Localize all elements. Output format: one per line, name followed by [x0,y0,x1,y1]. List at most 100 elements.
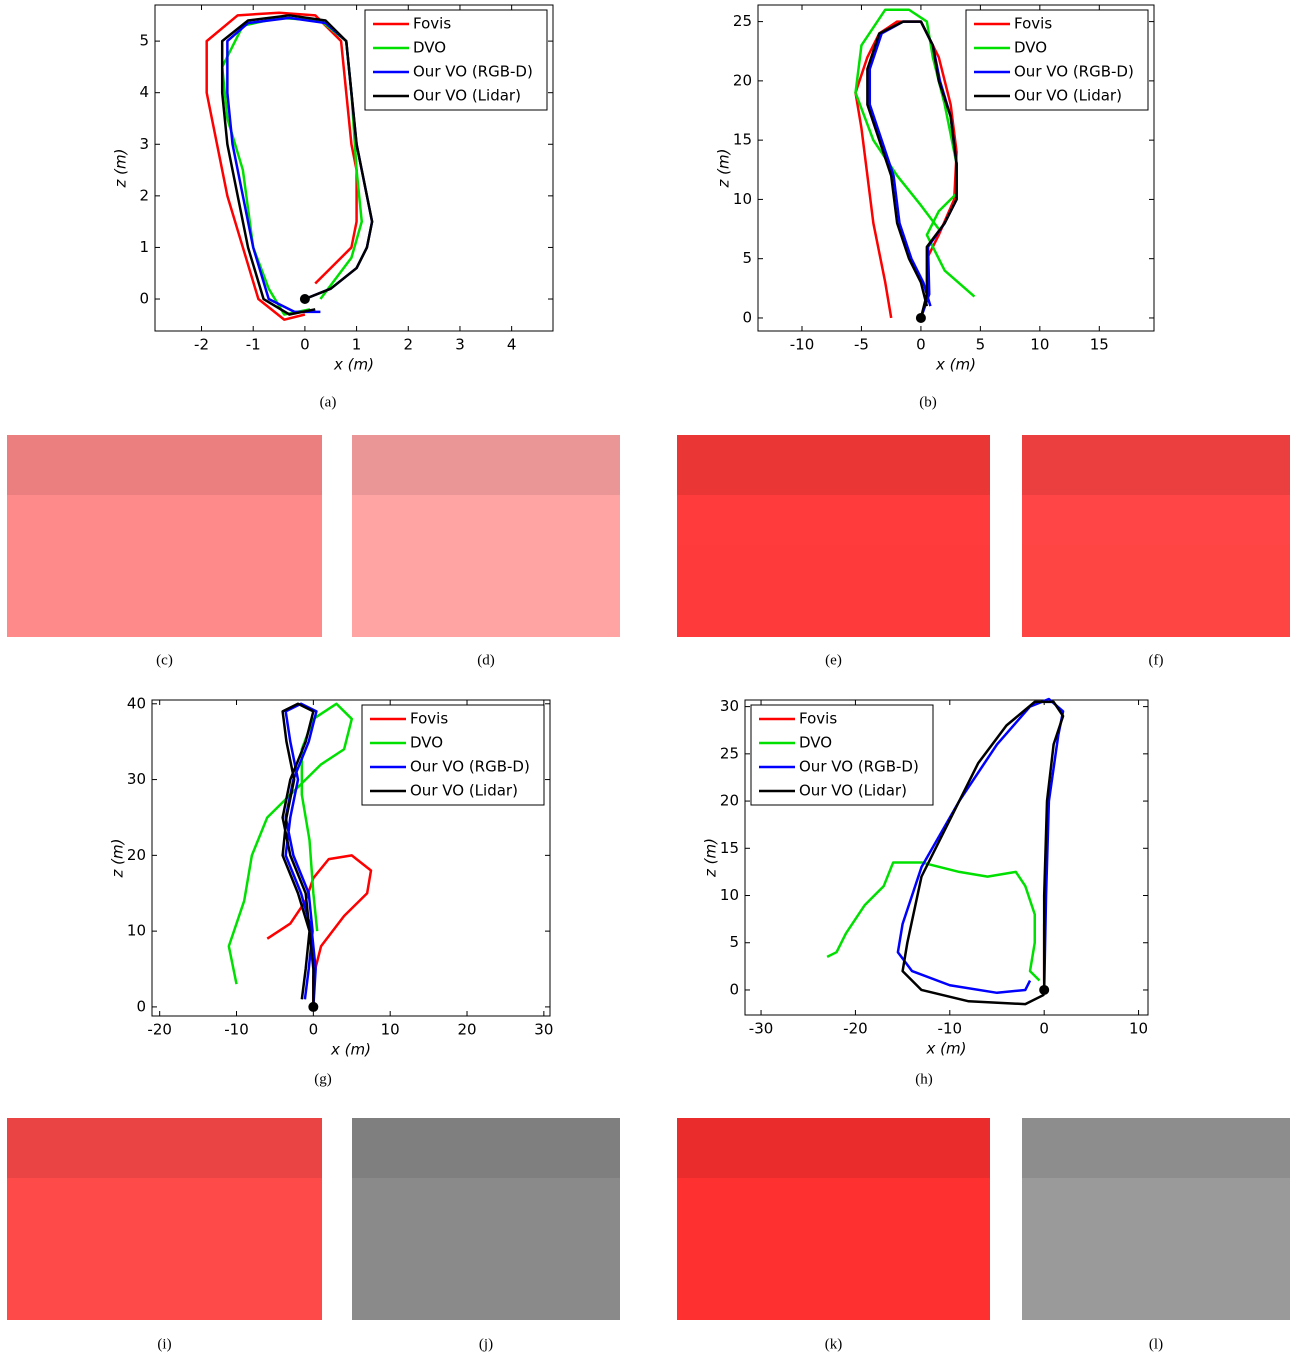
panel-caption: (h) [915,1071,933,1087]
legend-label: DVO [410,734,443,752]
legend-box [361,704,545,806]
panel-caption: (i) [157,1336,171,1352]
photo-floor [7,545,322,637]
x-axis-label: x (m) [935,356,976,374]
panel-caption: (d) [477,652,495,668]
y-tick-label: 4 [139,83,149,101]
trajectory [901,700,1065,1006]
photo-floor [677,545,990,637]
y-tick-label: 25 [733,12,752,30]
photo-shade [677,1118,990,1178]
legend-box [750,704,934,806]
start-marker [1039,984,1050,995]
legend-label: Our VO (RGB-D) [799,758,919,776]
y-tick-label: 30 [720,697,739,715]
x-tick-label: 10 [1129,1020,1148,1038]
legend-label: Our VO (Lidar) [1014,87,1122,105]
legend-box [364,9,548,111]
legend-label: Our VO (Lidar) [410,782,518,800]
y-tick-label: 15 [720,839,739,857]
legend-label: Fovis [799,710,837,728]
x-tick-label: -10 [790,336,815,354]
y-tick-label: 5 [729,933,739,951]
photo-floor [677,1228,990,1320]
y-tick-label: 10 [720,886,739,904]
y-tick-label: 5 [139,32,149,50]
photo-floor [1022,1228,1290,1320]
x-tick-label: -10 [938,1020,963,1038]
photo-shade [352,435,620,495]
photo-floor [352,545,620,637]
x-tick-label: -1 [246,336,261,354]
x-tick-label: 2 [403,336,413,354]
x-tick-label: 3 [455,336,465,354]
panel-caption: (e) [825,652,842,668]
y-tick-label: 2 [139,186,149,204]
panel-caption: (k) [825,1336,843,1352]
y-tick-label: 1 [139,238,149,256]
legend-label: DVO [1014,39,1047,57]
x-tick-label: 30 [534,1021,553,1039]
x-axis-label: x (m) [333,356,374,374]
x-tick-label: 0 [309,1021,319,1039]
y-tick-label: 0 [136,997,146,1015]
x-tick-label: -20 [147,1021,172,1039]
x-tick-label: -20 [843,1020,868,1038]
y-axis-label: z (m) [109,839,127,879]
legend-label: Fovis [413,15,451,33]
start-marker [308,1001,319,1012]
x-tick-label: -5 [854,336,869,354]
y-tick-label: 0 [729,980,739,998]
legend-label: Our VO (Lidar) [413,87,521,105]
photo-floor [1022,545,1290,637]
x-tick-label: -10 [224,1021,249,1039]
trajectory [866,20,958,319]
y-tick-label: 15 [733,131,752,149]
y-tick-label: 20 [720,792,739,810]
x-tick-label: -30 [749,1020,774,1038]
y-tick-label: 40 [127,694,146,712]
legend-label: Our VO (RGB-D) [1014,63,1134,81]
panel-caption: (f) [1149,652,1164,668]
y-tick-label: 20 [127,846,146,864]
photo-floor [352,1228,620,1320]
trajectory [854,8,976,298]
y-axis-label: z (m) [112,149,130,189]
y-tick-label: 10 [733,190,752,208]
x-tick-label: 10 [381,1021,400,1039]
photo-shade [7,435,322,495]
x-axis-label: x (m) [926,1040,967,1058]
panel-caption: (j) [479,1336,493,1352]
panel-caption: (g) [314,1071,332,1087]
y-tick-label: 20 [733,71,752,89]
x-tick-label: 0 [1039,1020,1049,1038]
legend-label: Our VO (RGB-D) [413,63,533,81]
photo-shade [352,1118,620,1178]
y-tick-label: 0 [139,290,149,308]
legend-box [965,9,1149,111]
x-tick-label: 15 [1090,336,1109,354]
y-tick-label: 0 [742,308,752,326]
x-tick-label: 1 [352,336,362,354]
panel-caption: (c) [156,652,173,668]
photo-shade [677,435,990,495]
y-tick-label: 25 [720,744,739,762]
legend-label: DVO [799,734,832,752]
y-tick-label: 3 [139,135,149,153]
legend-label: Fovis [410,710,448,728]
start-marker [915,312,926,323]
panel-caption: (a) [320,394,337,410]
y-tick-label: 30 [127,770,146,788]
photo-floor [7,1228,322,1320]
x-tick-label: 5 [976,336,986,354]
x-tick-label: 4 [507,336,517,354]
x-tick-label: 10 [1030,336,1049,354]
photo-shade [1022,435,1290,495]
trajectory [281,702,315,1007]
trajectory [826,861,1041,982]
legend-label: Our VO (RGB-D) [410,758,530,776]
trajectory [220,14,374,316]
photo-shade [7,1118,322,1178]
x-tick-label: -2 [194,336,209,354]
